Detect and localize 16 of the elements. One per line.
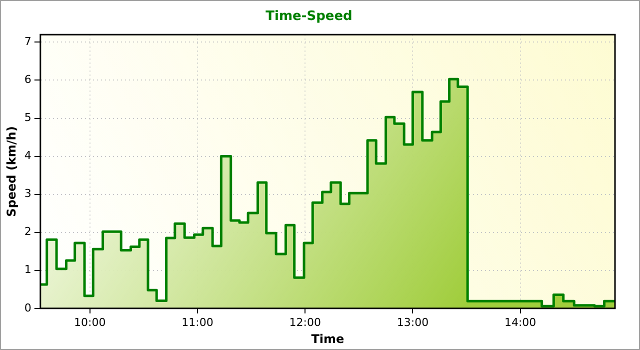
x-tick-label: 13:00 [396,316,429,329]
y-tick-label: 6 [24,73,32,86]
y-axis-title: Speed (km/h) [4,126,18,217]
x-tick-label: 12:00 [289,316,321,329]
x-axis-title: Time [311,332,344,346]
y-tick-label: 4 [24,149,32,162]
x-tick-label: 10:00 [74,316,106,329]
x-tick-label: 14:00 [504,316,536,329]
y-tick-label: 3 [24,187,32,200]
y-tick-label: 2 [24,225,32,238]
y-tick-label: 5 [24,111,32,124]
y-tick-label: 0 [24,301,32,314]
chart-title: Time-Speed [266,9,352,24]
y-tick-label: 7 [24,35,32,48]
x-tick-label: 11:00 [182,316,214,329]
y-tick-label: 1 [24,263,32,276]
